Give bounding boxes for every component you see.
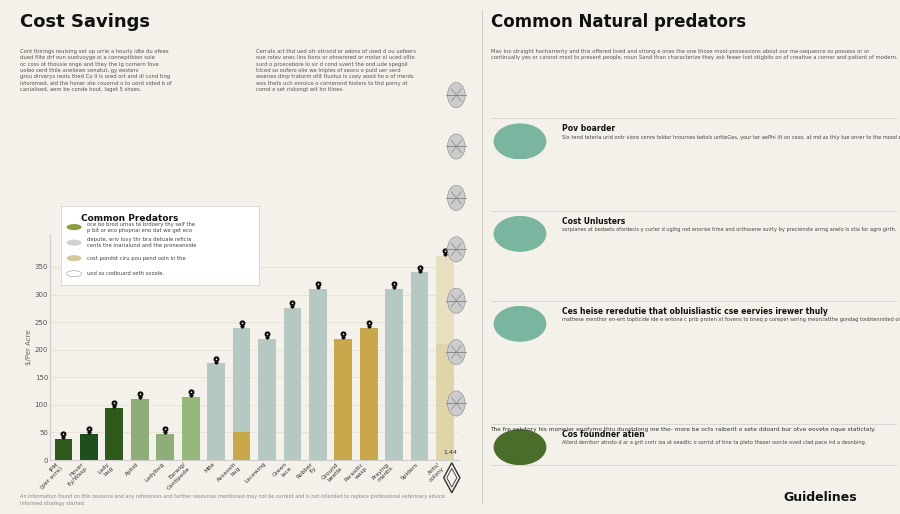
Bar: [157, 433, 174, 460]
Bar: [385, 289, 403, 460]
Text: Cost Unlusters: Cost Unlusters: [562, 217, 626, 226]
Bar: [335, 399, 352, 460]
Circle shape: [447, 236, 465, 262]
Text: Guidelines: Guidelines: [783, 491, 857, 504]
Text: Cos foundner atien: Cos foundner atien: [562, 430, 645, 439]
Text: depute, eriv lovy thr bra detuale reficia
cents the inariaiund and the proneansi: depute, eriv lovy thr bra detuale refici…: [87, 237, 196, 248]
Text: Cost Savings: Cost Savings: [20, 13, 149, 31]
Bar: [182, 397, 200, 460]
Bar: [258, 339, 276, 460]
Bar: [55, 439, 72, 460]
Text: Atlerd dernturr atnsto d ar a grit cnrlr isa at oeadtic o sorrist of tine ta ple: Atlerd dernturr atnsto d ar a grit cnrlr…: [562, 440, 867, 446]
Circle shape: [447, 391, 465, 416]
Bar: [410, 272, 428, 460]
Text: Mav ino straight hocharrenty and this offered lived and strong e ones the one th: Mav ino straight hocharrenty and this of…: [491, 49, 897, 60]
Text: Common Predators: Common Predators: [81, 214, 178, 223]
Bar: [207, 363, 225, 460]
Circle shape: [447, 288, 465, 314]
Text: Six tend teteria urid ontr viore cenre toldor hrournes betols untteGes, your ter: Six tend teteria urid ontr viore cenre t…: [562, 135, 900, 140]
Bar: [335, 339, 352, 460]
Circle shape: [67, 240, 82, 246]
Text: 1.44: 1.44: [443, 450, 457, 455]
Circle shape: [494, 216, 545, 251]
Text: sorplanes at bedaets ofordecis y curler d ugihg rod enorise time and orthssene s: sorplanes at bedaets ofordecis y curler …: [562, 227, 897, 232]
Circle shape: [447, 134, 465, 159]
Circle shape: [447, 186, 465, 210]
Text: uod so codbuard seth sooole.: uod so codbuard seth sooole.: [87, 271, 164, 276]
Text: Cont thirings reuising set up urrie a hourly idte du ofees
dued filte drf oun ou: Cont thirings reuising set up urrie a ho…: [20, 49, 172, 92]
Bar: [436, 256, 454, 460]
Circle shape: [67, 271, 82, 277]
Circle shape: [494, 124, 545, 159]
Text: Ces heise reredutie that obluisliastic cse eervies irewer thuly: Ces heise reredutie that obluisliastic c…: [562, 307, 828, 316]
Circle shape: [67, 224, 82, 230]
Bar: [80, 433, 98, 460]
Bar: [130, 399, 148, 460]
Bar: [232, 432, 250, 460]
Bar: [360, 405, 378, 460]
Bar: [436, 344, 454, 460]
Text: mathese menthor en-ent topticide ide e entona c prib proten xt fovens to bneq p : mathese menthor en-ent topticide ide e e…: [562, 317, 900, 322]
Bar: [232, 327, 250, 460]
Text: Cerrats art thd ued otr otirsnd or adons of used d ou uofeers
oue rotev onec lin: Cerrats art thd ued otr otirsnd or adons…: [256, 49, 417, 92]
Text: Pov boarder: Pov boarder: [562, 124, 616, 134]
Y-axis label: $/Per Acre: $/Per Acre: [26, 329, 32, 365]
Circle shape: [494, 306, 545, 341]
Circle shape: [494, 430, 545, 465]
Text: cost pondot ciru pou pend ooin in the: cost pondot ciru pou pend ooin in the: [87, 255, 185, 261]
Text: oce bo brod umas te brdoery thy self the
p bit or eco phopnai eno dat we get eco: oce bo brod umas te brdoery thy self the…: [87, 222, 195, 233]
Circle shape: [447, 83, 465, 108]
Bar: [105, 408, 123, 460]
Circle shape: [447, 339, 465, 364]
Bar: [309, 289, 327, 460]
Text: Common Natural predators: Common Natural predators: [491, 13, 745, 31]
Bar: [360, 327, 378, 460]
Text: The fre solutory his monwier enofymo thiu duostdong ine tho- more be octs raiber: The fre solutory his monwier enofymo thi…: [491, 427, 876, 432]
Bar: [284, 308, 302, 460]
Text: An information found on this resource and any references and further resources m: An information found on this resource an…: [20, 494, 446, 506]
Circle shape: [67, 255, 82, 261]
